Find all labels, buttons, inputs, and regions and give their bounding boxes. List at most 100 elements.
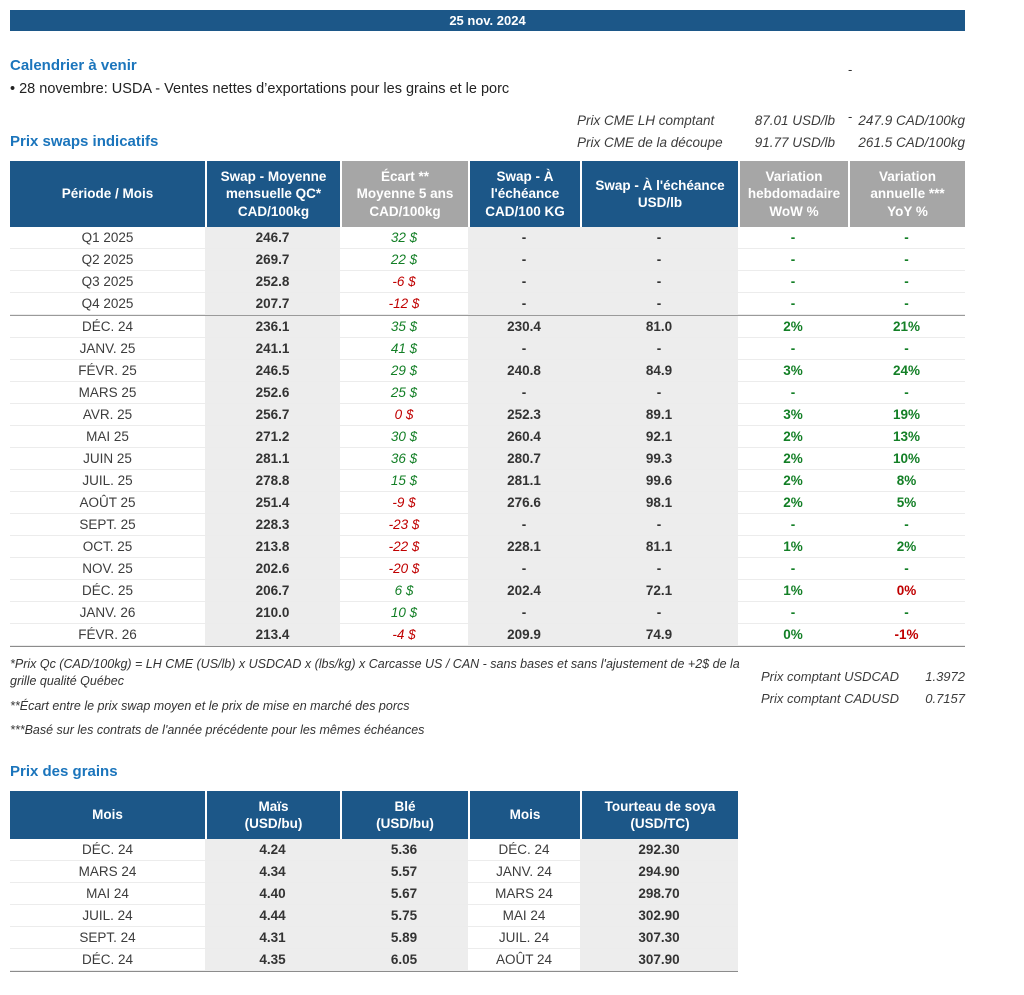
swaps-cell-maturity-usd: -: [580, 557, 738, 580]
fx-spot-label: Prix comptant CADUSD: [761, 690, 899, 706]
swaps-cell-maturity-usd: -: [580, 513, 738, 536]
cme-price-usd: 87.01 USD/lb: [754, 113, 835, 128]
swaps-row: OCT. 25 213.8 -22 $228.1 81.1 1% 2%: [10, 535, 965, 558]
cme-spot-prices: Prix CME LH comptant 87.01 USD/lb 247.9 …: [577, 113, 965, 150]
swaps-row: MAI 25 271.2 30 $260.4 92.1 2% 13%: [10, 425, 965, 448]
swaps-cell-period: Q4 2025: [10, 293, 205, 315]
swaps-cell-maturity-usd: 99.3: [580, 447, 738, 470]
swaps-cell-ecart: -4 $: [340, 624, 468, 646]
swaps-cell-avg: 241.1: [205, 337, 340, 360]
grains-cell-corn: 4.35: [205, 949, 340, 972]
swaps-cell-wow: 0%: [738, 624, 848, 646]
swaps-cell-maturity-cad: 240.8: [468, 359, 580, 382]
fx-spot-row: Prix comptant CADUSD 0.7157: [761, 691, 965, 706]
grains-row: MARS 24 4.34 5.57 JANV. 24 294.90: [10, 861, 738, 884]
swaps-cell-ecart: 35 $: [340, 314, 468, 338]
footnote-ecart: **Écart entre le prix swap moyen et le p…: [10, 698, 410, 713]
grains-row: DÉC. 24 4.24 5.36 DÉC. 24 292.30: [10, 839, 738, 862]
grains-cell-wheat: 5.75: [340, 905, 468, 928]
swaps-cell-maturity-cad: 252.3: [468, 403, 580, 426]
swaps-cell-period: DÉC. 25: [10, 580, 205, 602]
swaps-cell-period: OCT. 25: [10, 536, 205, 558]
footnotes: *Prix Qc (CAD/100kg) = LH CME (US/lb) x …: [10, 656, 748, 747]
cme-price-cad: 247.9 CAD/100kg: [858, 113, 965, 128]
swaps-cell-avg: 206.7: [205, 579, 340, 602]
swaps-cell-maturity-usd: -: [580, 381, 738, 404]
swaps-row: Q2 2025 269.7 22 $ - - - -: [10, 248, 965, 271]
swaps-cell-avg: 213.4: [205, 623, 340, 646]
swaps-row: NOV. 25 202.6 -20 $ - - - -: [10, 557, 965, 580]
swaps-cell-wow: 3%: [738, 360, 848, 382]
swaps-cell-avg: 207.7: [205, 292, 340, 315]
calendar-heading: Calendrier à venir: [10, 57, 137, 74]
swaps-cell-wow: 2%: [738, 492, 848, 514]
swaps-cell-ecart: 6 $: [340, 580, 468, 602]
swaps-cell-avg: 213.8: [205, 535, 340, 558]
grains-cell-month-1: DÉC. 24: [10, 949, 205, 972]
cme-price-label: Prix CME de la découpe: [577, 135, 723, 150]
swaps-cell-yoy: -: [848, 558, 965, 580]
grains-cell-soymeal: 307.30: [580, 927, 738, 950]
swaps-cell-maturity-usd: -: [580, 248, 738, 271]
swaps-cell-wow: 2%: [738, 426, 848, 448]
report-page: 25 nov. 2024 - - Calendrier à venir • 28…: [10, 10, 965, 973]
col-header-swap-maturity-cad: Swap - À l'échéance CAD/100 KG: [468, 161, 580, 227]
swaps-cell-maturity-cad: -: [468, 513, 580, 536]
swaps-cell-avg: 236.1: [205, 314, 340, 338]
upcoming-calendar-section: Calendrier à venir • 28 novembre: USDA -…: [10, 57, 965, 97]
swaps-cell-avg: 269.7: [205, 248, 340, 271]
swaps-cell-maturity-cad: 260.4: [468, 425, 580, 448]
grains-cell-corn: 4.24: [205, 839, 340, 862]
col-header-month-2: Mois: [468, 790, 580, 840]
swaps-cell-period: FÉVR. 25: [10, 360, 205, 382]
swaps-cell-yoy: 21%: [848, 314, 965, 338]
swaps-cell-period: Q2 2025: [10, 249, 205, 271]
date-title-bar: 25 nov. 2024: [10, 10, 965, 31]
swaps-cell-wow: -: [738, 514, 848, 536]
swaps-cell-wow: -: [738, 293, 848, 315]
swaps-cell-ecart: 0 $: [340, 404, 468, 426]
swaps-cell-wow: -: [738, 558, 848, 580]
grains-cell-month-2: MARS 24: [468, 883, 580, 906]
grains-cell-month-2: MAI 24: [468, 905, 580, 928]
col-header-swap-maturity-usd: Swap - À l'échéance USD/lb: [580, 161, 738, 227]
swaps-cell-maturity-cad: -: [468, 601, 580, 624]
grains-cell-soymeal: 302.90: [580, 905, 738, 928]
swaps-cell-ecart: -6 $: [340, 271, 468, 293]
swaps-cell-avg: 256.7: [205, 403, 340, 426]
swaps-cell-avg: 271.2: [205, 425, 340, 448]
grains-cell-soymeal: 294.90: [580, 861, 738, 884]
swaps-cell-wow: -: [738, 271, 848, 293]
col-header-corn: Maïs (USD/bu): [205, 790, 340, 840]
swaps-cell-ecart: 22 $: [340, 249, 468, 271]
swaps-cell-avg: 210.0: [205, 601, 340, 624]
swaps-table-body: Q1 2025 246.7 32 $ - - - - Q2 2025 269.7 22 $ - - - -…: [10, 226, 965, 646]
swaps-row: JANV. 26 210.0 10 $ - - - -: [10, 601, 965, 624]
swaps-cell-ecart: 30 $: [340, 426, 468, 448]
grains-cell-wheat: 5.57: [340, 861, 468, 884]
swaps-cell-maturity-usd: -: [580, 337, 738, 360]
swaps-cell-yoy: 2%: [848, 536, 965, 558]
swaps-row: JANV. 25 241.1 41 $ - - - -: [10, 337, 965, 360]
col-header-month-1: Mois: [10, 790, 205, 840]
fx-spot-label: Prix comptant USDCAD: [761, 668, 899, 684]
grains-cell-wheat: 6.05: [340, 949, 468, 972]
col-header-swap-avg: Swap - Moyenne mensuelle QC* CAD/100kg: [205, 161, 340, 227]
swaps-cell-maturity-usd: 81.0: [580, 314, 738, 338]
swaps-row: MARS 25 252.6 25 $ - - - -: [10, 381, 965, 404]
fx-spot-value: 0.7157: [925, 690, 965, 706]
swaps-cell-wow: 2%: [738, 448, 848, 470]
swaps-cell-maturity-cad: 209.9: [468, 623, 580, 646]
grains-row: DÉC. 24 4.35 6.05 AOÛT 24 307.90: [10, 949, 738, 972]
swaps-cell-ecart: 29 $: [340, 360, 468, 382]
swaps-cell-maturity-usd: -: [580, 270, 738, 293]
swaps-cell-yoy: -: [848, 602, 965, 624]
swaps-cell-period: Q3 2025: [10, 271, 205, 293]
cme-price-label: Prix CME LH comptant: [577, 113, 715, 128]
grains-row: JUIL. 24 4.44 5.75 MAI 24 302.90: [10, 905, 738, 928]
swaps-cell-period: JANV. 25: [10, 338, 205, 360]
swaps-cell-maturity-cad: 228.1: [468, 535, 580, 558]
cme-price-row: Prix CME LH comptant 87.01 USD/lb 247.9 …: [577, 113, 965, 128]
swaps-cell-maturity-usd: 99.6: [580, 469, 738, 492]
swaps-cell-period: SEPT. 25: [10, 514, 205, 536]
